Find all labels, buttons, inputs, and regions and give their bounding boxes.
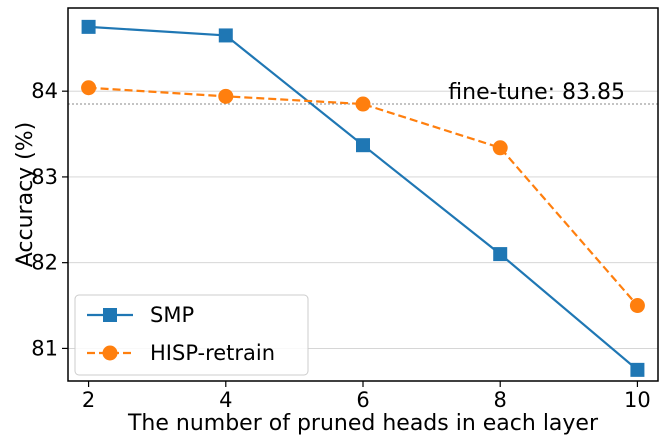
legend-box — [74, 294, 309, 376]
legend-smp-marker — [103, 308, 117, 322]
legend-hisp-retrain-label: HISP-retrain — [150, 341, 275, 365]
hisp-retrain-point — [492, 140, 508, 156]
smp-point — [356, 138, 370, 153]
x-axis-title: The number of pruned heads in each layer — [127, 411, 599, 436]
series-layer — [81, 19, 645, 377]
legend-hisp-retrain-marker — [102, 345, 118, 361]
smp-point — [493, 247, 508, 262]
y-tick-label: 81 — [31, 336, 58, 360]
y-tick-label: 82 — [31, 251, 58, 275]
x-tick-label: 2 — [82, 388, 95, 412]
x-tick-label: 4 — [219, 388, 232, 412]
smp-point — [218, 28, 233, 43]
hisp-retrain-line — [88, 86, 639, 307]
x-tick-label: 10 — [624, 388, 651, 412]
smp-point — [81, 19, 96, 34]
hisp-retrain-point — [355, 96, 371, 112]
y-tick-label: 84 — [31, 79, 58, 103]
grid-layer — [68, 90, 658, 349]
hisp-retrain-point — [218, 88, 234, 104]
y-axis-title: Accuracy (%) — [13, 122, 38, 268]
hisp-retrain-point — [81, 80, 97, 96]
hisp-retrain-point — [629, 298, 645, 314]
legend: SMP HISP-retrain — [74, 294, 309, 376]
x-tick-label: 6 — [356, 388, 369, 412]
legend-items: SMP HISP-retrain — [87, 303, 275, 365]
axis-layer: 81 82 83 84 2 4 6 8 10 — [31, 79, 651, 412]
reference-layer: fine-tune: 83.85 — [68, 80, 658, 105]
fine-tune-label: fine-tune: 83.85 — [448, 80, 625, 105]
smp-point — [630, 362, 645, 377]
x-tick-label: 8 — [494, 388, 507, 412]
y-tick-label: 83 — [31, 165, 58, 189]
legend-smp-label: SMP — [150, 303, 194, 327]
